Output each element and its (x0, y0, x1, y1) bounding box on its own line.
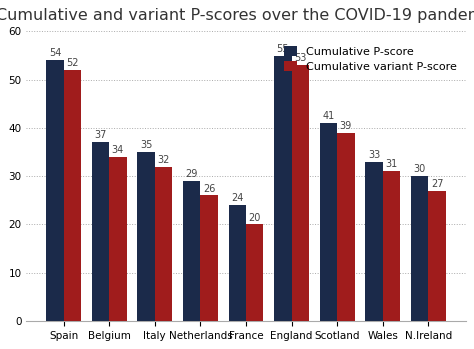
Text: 55: 55 (277, 44, 289, 54)
Bar (137, 152, 155, 321)
Text: 31: 31 (385, 159, 398, 169)
Text: 29: 29 (185, 169, 198, 179)
Bar (183, 181, 201, 321)
Bar (383, 171, 400, 321)
Bar (155, 166, 172, 321)
Bar (64, 70, 81, 321)
Bar (365, 162, 383, 321)
Bar (92, 142, 109, 321)
Bar (274, 55, 292, 321)
Text: 54: 54 (49, 49, 61, 59)
Text: 32: 32 (157, 155, 170, 165)
Title: Cumulative and variant P-scores over the COVID-19 pandemic: Cumulative and variant P-scores over the… (0, 8, 474, 23)
Text: 26: 26 (203, 184, 215, 194)
Text: 34: 34 (112, 145, 124, 155)
Bar (320, 123, 337, 321)
Bar (428, 191, 446, 321)
Bar (109, 157, 127, 321)
Text: 39: 39 (340, 121, 352, 131)
Bar (411, 176, 428, 321)
Bar (46, 60, 64, 321)
Text: 52: 52 (66, 58, 79, 68)
Text: 20: 20 (248, 213, 261, 223)
Bar (228, 205, 246, 321)
Bar (337, 133, 355, 321)
Text: 27: 27 (431, 179, 443, 189)
Bar (201, 195, 218, 321)
Text: 41: 41 (322, 111, 335, 121)
Text: 30: 30 (414, 164, 426, 174)
Text: 37: 37 (94, 131, 107, 141)
Bar (246, 224, 264, 321)
Bar (292, 65, 309, 321)
Text: 33: 33 (368, 150, 380, 160)
Text: 24: 24 (231, 193, 244, 203)
Text: 53: 53 (294, 53, 306, 63)
Legend: Cumulative P-score, Cumulative variant P-score: Cumulative P-score, Cumulative variant P… (280, 43, 460, 75)
Text: 35: 35 (140, 140, 152, 150)
